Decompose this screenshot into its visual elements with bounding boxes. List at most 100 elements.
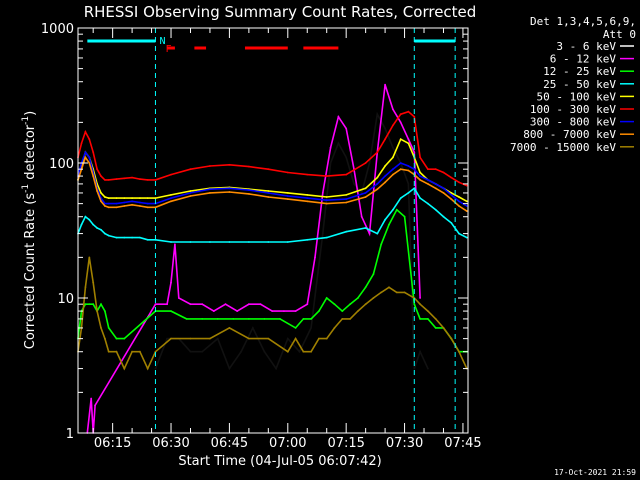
data-point	[209, 165, 211, 167]
data-point	[399, 121, 402, 124]
data-point	[419, 175, 421, 178]
data-point	[329, 162, 332, 164]
data-point	[248, 318, 250, 320]
data-point	[376, 188, 379, 191]
data-point	[228, 327, 231, 329]
data-point	[228, 367, 231, 370]
data-point	[407, 165, 410, 167]
data-point	[314, 256, 316, 259]
x-tick-label: 07:30	[386, 436, 423, 451]
data-point	[465, 184, 468, 187]
data-point	[392, 146, 394, 149]
data-point	[185, 318, 188, 320]
data-point	[364, 196, 367, 198]
data-point	[96, 227, 98, 229]
data-point	[154, 179, 157, 181]
series-3	[77, 187, 468, 243]
data-point	[419, 171, 421, 174]
data-point	[345, 127, 348, 130]
data-point	[259, 303, 262, 306]
data-point	[349, 303, 351, 306]
series-line	[77, 208, 467, 353]
data-point	[419, 318, 421, 320]
data-point	[450, 222, 453, 224]
data-point	[189, 192, 192, 194]
data-point	[392, 208, 394, 211]
data-point	[357, 297, 359, 299]
data-point	[395, 208, 398, 211]
data-point	[306, 303, 309, 306]
data-point	[100, 192, 102, 194]
legend-label: 100 - 300 keV	[530, 103, 616, 116]
detector-info: Det 1,3,4,5,6,9,	[530, 15, 636, 28]
data-point	[341, 318, 344, 320]
chart-title: RHESSI Observing Summary Count Rates, Co…	[84, 3, 477, 21]
data-point	[318, 310, 320, 312]
data-point	[384, 175, 386, 178]
data-point	[104, 337, 106, 340]
data-point	[263, 318, 266, 320]
data-point	[442, 327, 445, 329]
legend-label: 7000 - 15000 keV	[510, 141, 616, 154]
data-point	[104, 205, 106, 207]
data-point	[228, 241, 231, 243]
data-point	[360, 215, 363, 218]
data-point	[154, 197, 157, 200]
data-point	[364, 303, 367, 306]
data-point	[345, 194, 348, 196]
data-point	[139, 236, 141, 239]
data-point	[107, 197, 110, 200]
data-point	[442, 215, 445, 218]
data-point	[80, 223, 83, 226]
data-point	[170, 197, 172, 200]
y-tick-label: 1000	[41, 22, 74, 37]
data-point	[228, 163, 231, 166]
series-line	[77, 257, 468, 371]
data-point	[419, 350, 421, 353]
data-point	[88, 162, 91, 164]
data-point	[427, 318, 429, 320]
data-point	[201, 350, 204, 353]
data-point	[353, 183, 355, 185]
data-point	[395, 291, 398, 294]
data-point	[96, 310, 98, 312]
data-point	[298, 350, 301, 353]
data-point	[372, 297, 375, 299]
data-point	[321, 232, 324, 235]
data-point	[427, 183, 429, 185]
data-point	[88, 156, 91, 159]
data-point	[345, 230, 348, 233]
data-point	[294, 327, 297, 329]
data-point	[325, 196, 328, 198]
data-point	[384, 83, 386, 86]
data-point	[92, 223, 95, 226]
data-point	[84, 156, 87, 159]
y-tick-label: 100	[49, 157, 74, 172]
data-point	[368, 162, 371, 164]
data-point	[107, 350, 110, 353]
data-point	[302, 350, 305, 353]
data-point	[139, 178, 141, 181]
data-point	[263, 350, 266, 353]
data-point	[189, 168, 192, 171]
data-point	[427, 179, 429, 181]
data-point	[337, 115, 340, 118]
data-point	[146, 206, 149, 209]
data-point	[267, 168, 270, 171]
data-point	[427, 168, 429, 171]
data-point	[465, 210, 468, 213]
data-point	[131, 197, 134, 200]
data-point	[399, 138, 402, 141]
data-point	[384, 127, 386, 130]
data-point	[407, 183, 410, 185]
axis-layer: 1 10 100 1000 06:15 06:30 06:45 07:00 07:15 07:30…	[41, 22, 482, 451]
data-point	[364, 162, 367, 164]
data-point	[267, 337, 270, 340]
data-point	[123, 201, 126, 204]
data-point	[434, 318, 437, 320]
series-1	[86, 83, 421, 434]
data-point	[88, 138, 91, 141]
data-point	[209, 192, 211, 194]
data-point	[146, 238, 149, 241]
